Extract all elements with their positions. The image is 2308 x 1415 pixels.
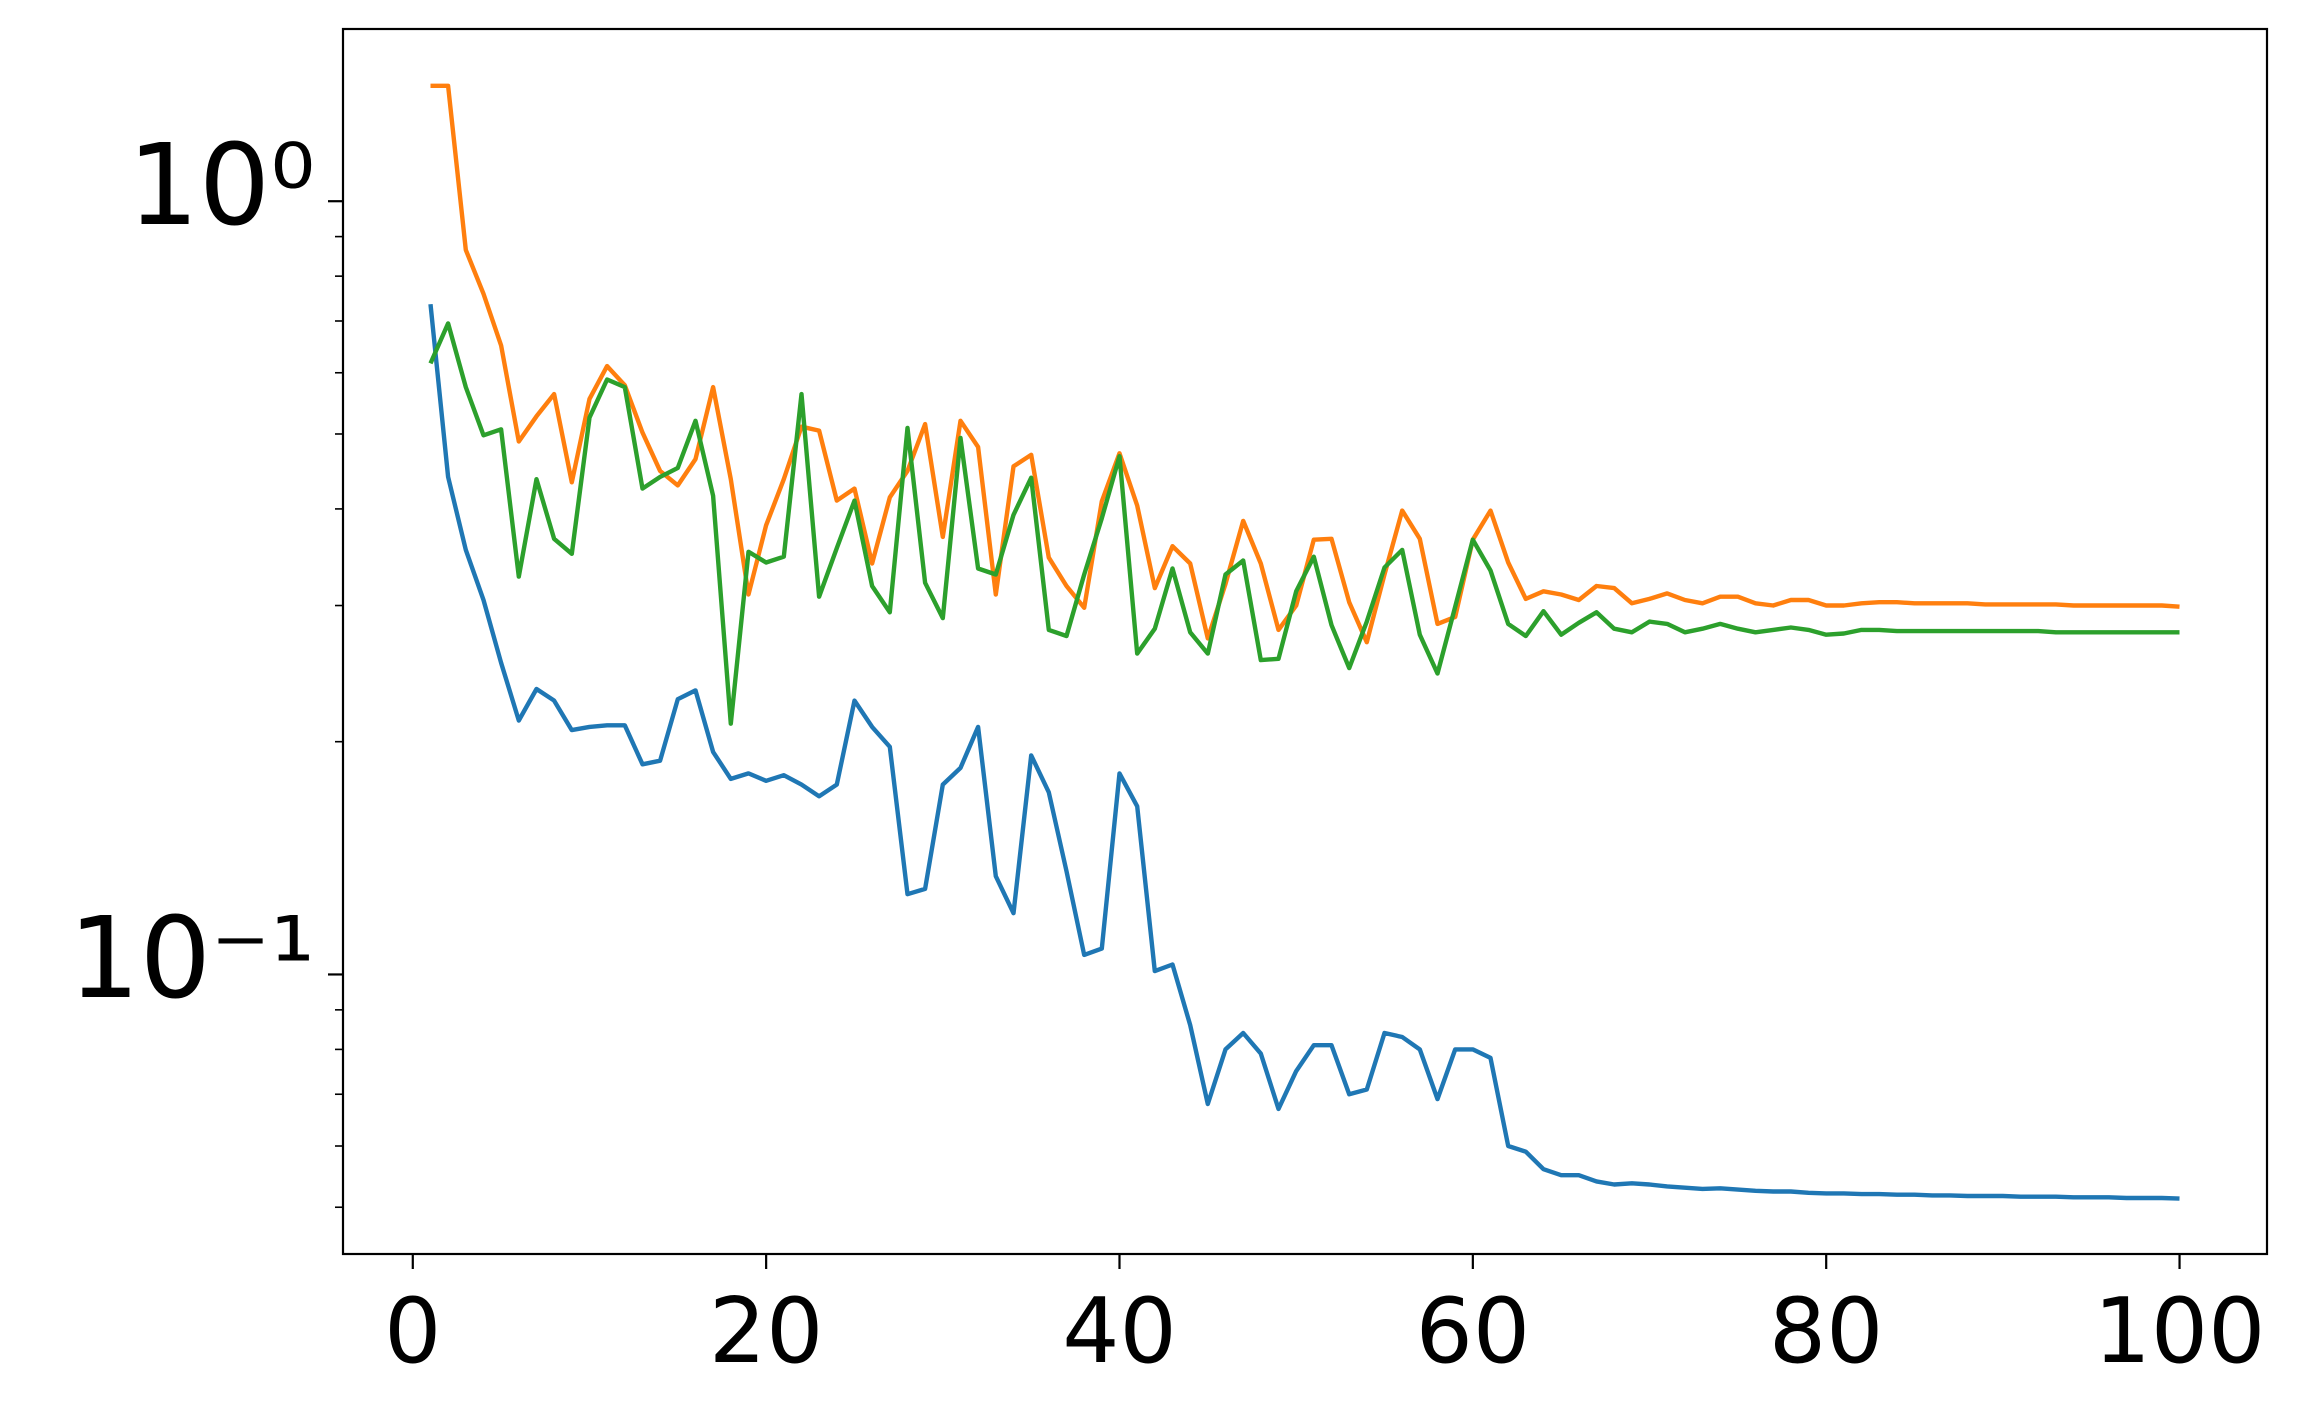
x-tick-label: 20 bbox=[709, 1279, 824, 1384]
series-line bbox=[428, 321, 2180, 726]
series-line bbox=[428, 303, 2180, 1201]
x-tick-label: 100 bbox=[2094, 1279, 2266, 1384]
y-tick-label: 10⁰ bbox=[128, 121, 315, 251]
x-tick-label: 0 bbox=[384, 1279, 441, 1384]
plot-frame bbox=[341, 27, 2269, 1256]
series-line bbox=[430, 83, 2180, 645]
x-tick-label: 40 bbox=[1062, 1279, 1177, 1384]
x-tick-label: 80 bbox=[1769, 1279, 1884, 1384]
y-tick-label: 10⁻¹ bbox=[68, 894, 315, 1024]
x-tick-label: 60 bbox=[1416, 1279, 1531, 1384]
